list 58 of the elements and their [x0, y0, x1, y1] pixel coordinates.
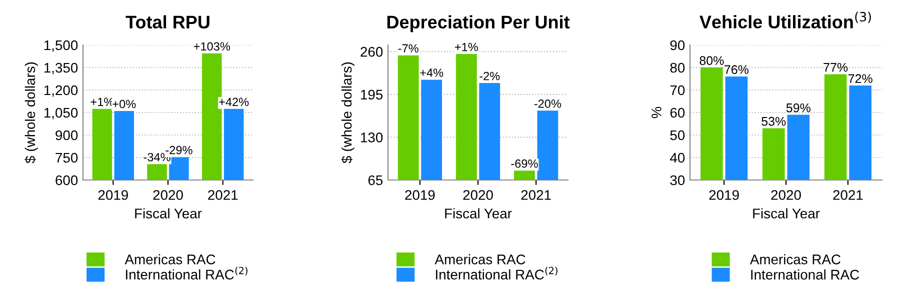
y-tick-label: 1,200 [44, 85, 78, 97]
legend-label: Americas RAC [750, 254, 840, 264]
y-tick-label: 65 [368, 175, 383, 186]
annotation: -2% [480, 72, 500, 80]
annotation: +4% [420, 68, 444, 77]
data-label: 53% [762, 116, 786, 126]
y-tick-label: 900 [56, 130, 78, 140]
y-tick-label: 1,500 [44, 40, 78, 52]
y-tick-label: 40 [670, 152, 685, 163]
legend-label: International RAC$^{(2)}$ [126, 266, 248, 280]
annotation: +42% [219, 98, 249, 106]
x-axis-title: Fiscal Year [753, 208, 820, 218]
legend-label: International RAC [751, 269, 860, 280]
y-tick-label: 80 [670, 62, 685, 73]
y-tick-label: 1,050 [44, 108, 78, 120]
x-tick-label: 2021 [833, 190, 863, 200]
y-tick-label: 60 [670, 108, 685, 118]
legend-label: Americas RAC [434, 254, 526, 264]
data-label: 76% [724, 65, 749, 74]
annotation: +1% [454, 42, 478, 52]
y-tick-label: 1,350 [44, 62, 78, 74]
y-tick-label: 70 [670, 85, 685, 96]
y-tick-label: 50 [670, 130, 685, 140]
x-axis-title: Fiscal Year [445, 208, 512, 218]
legend-label: International RAC$^{(2)}$ [436, 266, 558, 280]
annotation: -69% [511, 159, 538, 168]
data-label: 72% [848, 74, 872, 83]
y-axis-title: $ (whole dollars) [341, 62, 354, 164]
annotation: -29% [166, 146, 192, 154]
annotation: +0% [112, 100, 136, 108]
y-tick-label: 195 [361, 90, 383, 100]
data-label: 80% [700, 56, 724, 66]
y-tick-label: 30 [670, 175, 685, 186]
y-axis-title: % [652, 106, 662, 118]
y-axis-title: $ (whole dollars) [24, 62, 38, 164]
x-tick-label: 2019 [405, 190, 435, 200]
x-tick-label: 2021 [521, 190, 551, 200]
y-tick-label: 600 [56, 175, 78, 186]
y-tick-label: 130 [361, 132, 383, 142]
y-tick-label: 750 [56, 152, 78, 163]
chart-title: Vehicle Utilization$^{(3)}$ [700, 12, 871, 28]
chart-title: Total RPU [126, 15, 210, 29]
annotation: -7% [398, 44, 418, 52]
x-tick-label: 2020 [153, 190, 183, 200]
x-tick-label: 2020 [771, 190, 801, 200]
data-label: 77% [824, 62, 848, 72]
x-tick-label: 2020 [463, 190, 493, 200]
legend-label: Americas RAC [124, 254, 216, 264]
y-tick-label: 260 [360, 46, 383, 57]
data-label: 59% [786, 103, 810, 112]
x-tick-label: 2019 [98, 190, 128, 200]
x-axis-title: Fiscal Year [135, 208, 202, 218]
annotation: +103% [194, 42, 230, 51]
x-tick-label: 2019 [709, 190, 739, 200]
y-tick-label: 90 [670, 40, 685, 50]
chart-title: Depreciation Per Unit [387, 15, 570, 32]
x-tick-label: 2021 [208, 190, 238, 200]
annotation: -20% [534, 100, 562, 108]
